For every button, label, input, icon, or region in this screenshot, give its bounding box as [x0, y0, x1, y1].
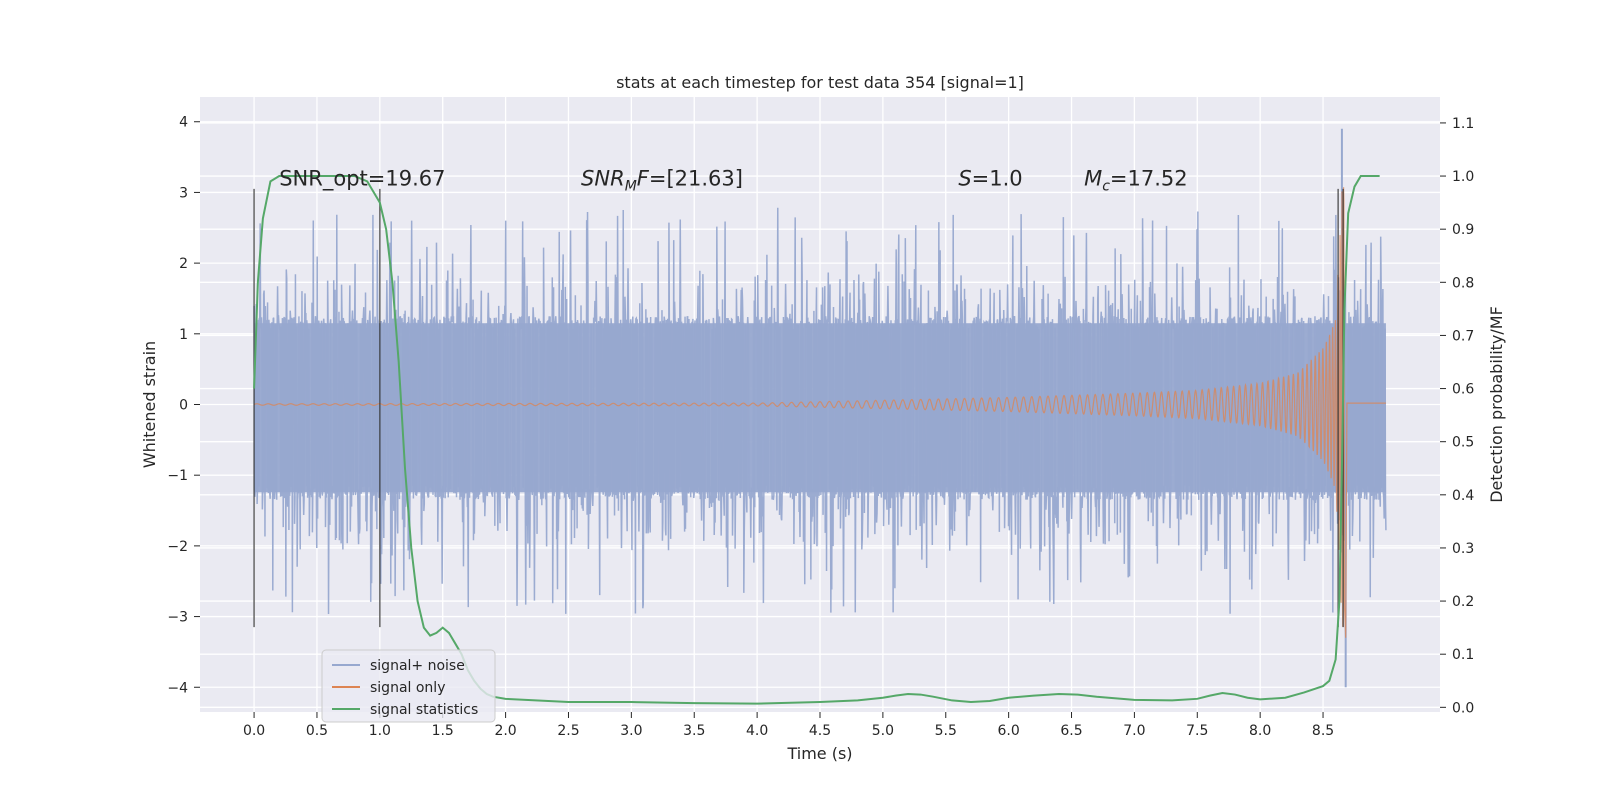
- y2-tick-label: 0.7: [1452, 328, 1474, 344]
- annotation-s: S=1.0: [958, 166, 1022, 190]
- y2-axis-ticks: 0.0 0.1 0.2 0.3 0.4 0.5 0.6 0.7 0.8 0.9 1.0 1.1: [1440, 116, 1474, 716]
- y-tick-label: 3: [179, 185, 188, 201]
- y2-tick-label: 0.1: [1452, 647, 1474, 663]
- signal-only-line: [253, 187, 1386, 638]
- y-tick-label: −2: [167, 539, 188, 555]
- x-tick-label: 7.0: [1123, 723, 1145, 739]
- y2-tick-label: 1.0: [1452, 169, 1474, 185]
- legend: signal+ noise signal only signal statistic…: [321, 649, 496, 723]
- x-tick-label: 1.0: [369, 723, 391, 739]
- annotation-snr_mf: SNRMF=[21.63]: [581, 166, 743, 194]
- x-tick-label: 3.5: [683, 723, 705, 739]
- y-tick-label: −4: [167, 680, 188, 696]
- y-axis-ticks: −4 −3 −2 −1 0 1 2 3 4: [167, 115, 200, 696]
- chart-title: stats at each timestep for test data 354…: [616, 73, 1024, 92]
- annotation-mc: Mc=17.52: [1084, 166, 1188, 194]
- signal-statistics-line: [253, 175, 1380, 705]
- x-axis-label: Time (s): [786, 744, 852, 763]
- x-tick-label: 2.0: [494, 723, 516, 739]
- x-tick-label: 2.5: [557, 723, 579, 739]
- y2-tick-label: 0.3: [1452, 541, 1474, 557]
- y2-tick-label: 0.6: [1452, 382, 1474, 398]
- x-tick-label: 8.5: [1312, 723, 1334, 739]
- y-tick-label: −3: [167, 610, 188, 626]
- x-tick-label: 4.0: [746, 723, 768, 739]
- y2-tick-label: 0.8: [1452, 275, 1474, 291]
- x-tick-label: 5.0: [872, 723, 894, 739]
- y2-tick-label: 0.2: [1452, 594, 1474, 610]
- signal-noise-band: [254, 323, 1386, 493]
- y2-tick-label: 0.4: [1452, 488, 1474, 504]
- x-tick-label: 7.5: [1186, 723, 1208, 739]
- y2-tick-label: 1.1: [1452, 116, 1474, 132]
- x-tick-label: 4.5: [809, 723, 831, 739]
- x-tick-label: 8.0: [1249, 723, 1271, 739]
- y-axis-label: Whitened strain: [140, 341, 159, 468]
- legend-label: signal only: [370, 680, 445, 696]
- y-tick-label: −1: [167, 468, 188, 484]
- x-axis-ticks: 0.0 0.5 1.0 1.5 2.0 2.5 3.0 3.5 4.0 4.5 5.0 5.5 6.0 6…: [243, 712, 1334, 739]
- annotations: SNR_opt=19.67 SNRMF=[21.63] S=1.0 Mc=17.52: [279, 166, 1187, 194]
- x-tick-label: 0.5: [306, 723, 328, 739]
- y2-tick-label: 0.5: [1452, 435, 1474, 451]
- legend-label: signal statistics: [370, 702, 478, 718]
- y-tick-label: 4: [179, 115, 188, 131]
- x-tick-label: 1.5: [432, 723, 454, 739]
- legend-label: signal+ noise: [370, 658, 465, 674]
- y2-tick-label: 0.9: [1452, 222, 1474, 238]
- series-signal-only: [253, 187, 1386, 638]
- x-tick-label: 3.0: [620, 723, 642, 739]
- x-tick-label: 6.5: [1060, 723, 1082, 739]
- legend-box: [321, 649, 496, 723]
- series-signal-statistics: [253, 175, 1380, 705]
- annotation-snr_opt: SNR_opt=19.67: [279, 166, 445, 191]
- y-tick-label: 0: [179, 398, 188, 414]
- x-tick-label: 5.5: [935, 723, 957, 739]
- y2-axis-label: Detection probability/MF: [1487, 306, 1506, 503]
- y-tick-label: 2: [179, 256, 188, 272]
- x-tick-label: 6.0: [998, 723, 1020, 739]
- x-tick-label: 0.0: [243, 723, 265, 739]
- y-tick-label: 1: [179, 327, 188, 343]
- y2-tick-label: 0.0: [1452, 700, 1474, 716]
